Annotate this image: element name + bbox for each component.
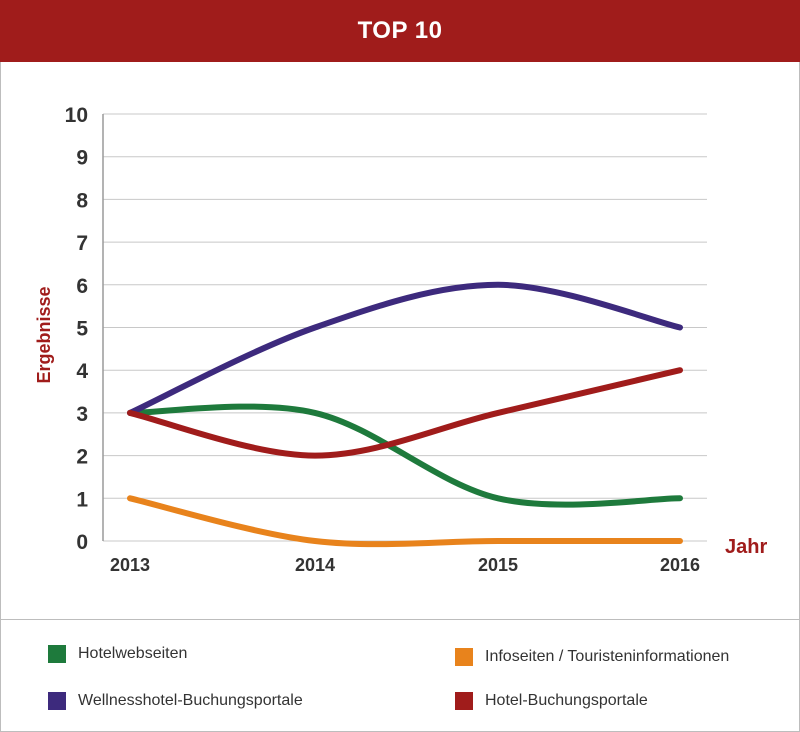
series-line-hotelwebseiten [127, 403, 683, 508]
y-tick-label-8: 8 [76, 189, 88, 212]
y-tick-label-5: 5 [76, 318, 88, 341]
y-tick-label-6: 6 [76, 275, 88, 298]
series-line-infoseiten-touristeninformationen [127, 495, 683, 548]
x-tick-label-2014: 2014 [295, 555, 335, 575]
legend-swatch-wellnesshotel [48, 692, 66, 710]
y-tick-label-9: 9 [76, 147, 88, 170]
legend-label-hotel-buchungsportale: Hotel-Buchungsportale [485, 692, 648, 709]
legend-swatch-hotelwebseiten [48, 645, 66, 663]
y-tick-label-1: 1 [76, 488, 88, 511]
x-tick-label-2015: 2015 [478, 555, 518, 575]
y-tick-label-7: 7 [76, 232, 88, 255]
y-tick-label-0: 0 [76, 531, 88, 554]
x-tick-label-2013: 2013 [110, 555, 150, 575]
line-chart: 0 1 2 3 4 5 6 7 8 9 10 2013 2014 2015 2016 Jahr Ergebnis… [34, 104, 767, 575]
legend-item-infoseiten: Infoseiten / Touristeninformationen [455, 648, 729, 666]
x-tick-label-2016: 2016 [660, 555, 700, 575]
chart-header: TOP 10 [0, 0, 800, 62]
legend-item-hotelwebseiten: Hotelwebseiten [48, 645, 187, 663]
legend-item-hotel-buchungsportale: Hotel-Buchungsportale [455, 692, 648, 710]
legend-label-wellnesshotel: Wellnesshotel-Buchungsportale [78, 692, 303, 709]
y-tick-label-4: 4 [76, 360, 88, 383]
x-axis-label: Jahr [725, 536, 767, 558]
y-axis-label: Ergebnisse [34, 286, 54, 383]
y-tick-label-2: 2 [76, 446, 88, 469]
legend-swatch-hotel-buchungsportale [455, 692, 473, 710]
legend-swatch-infoseiten [455, 648, 473, 666]
y-tick-label-10: 10 [65, 104, 88, 127]
series-line-wellnesshotel-buchungsportale [127, 281, 683, 416]
y-tick-label-3: 3 [76, 403, 88, 426]
legend-item-wellnesshotel: Wellnesshotel-Buchungsportale [48, 692, 303, 710]
legend-label-infoseiten: Infoseiten / Touristeninformationen [485, 648, 730, 665]
legend-divider [0, 619, 800, 620]
series-line-hotel-buchungsportale [127, 367, 683, 459]
legend-label-hotelwebseiten: Hotelwebseiten [78, 645, 188, 662]
chart-title: TOP 10 [357, 17, 443, 44]
